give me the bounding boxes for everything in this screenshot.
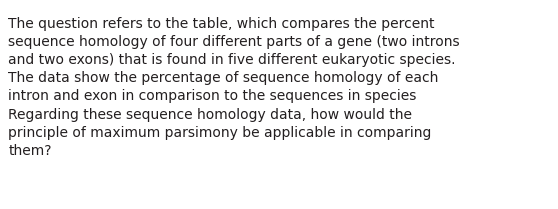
- Text: The question refers to the table, which compares the percent
sequence homology o: The question refers to the table, which …: [8, 17, 460, 158]
